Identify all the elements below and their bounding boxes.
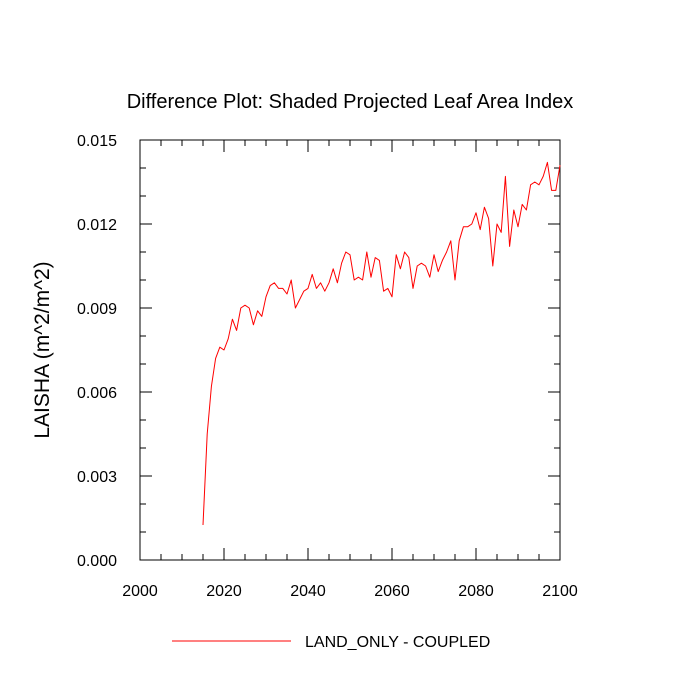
y-tick-label: 0.012 bbox=[77, 217, 117, 234]
y-tick-label: 0.000 bbox=[77, 553, 117, 570]
x-tick-label: 2100 bbox=[542, 583, 578, 600]
x-axis-tick-labels: 2000 2020 2040 2060 2080 2100 bbox=[122, 583, 578, 600]
plot-frame bbox=[139, 139, 561, 561]
y-axis-tick-labels: 0.000 0.003 0.006 0.009 0.012 0.015 bbox=[77, 133, 117, 570]
series-group bbox=[202, 161, 561, 526]
legend-label: LAND_ONLY - COUPLED bbox=[305, 634, 490, 651]
y-tick-label: 0.009 bbox=[77, 301, 117, 318]
axis-ticks bbox=[139, 139, 561, 561]
x-tick-label: 2020 bbox=[206, 583, 242, 600]
x-tick-label: 2000 bbox=[122, 583, 158, 600]
y-tick-label: 0.006 bbox=[77, 385, 117, 402]
legend: LAND_ONLY - COUPLED bbox=[172, 634, 490, 651]
x-tick-label: 2080 bbox=[458, 583, 494, 600]
x-tick-label: 2060 bbox=[374, 583, 410, 600]
y-tick-label: 0.003 bbox=[77, 469, 117, 486]
y-axis-label: LAISHA (m^2/m^2) bbox=[31, 261, 54, 438]
chart-title: Difference Plot: Shaded Projected Leaf A… bbox=[127, 91, 574, 113]
series-line bbox=[202, 161, 561, 526]
plot-area bbox=[139, 139, 561, 561]
x-tick-label: 2040 bbox=[290, 583, 326, 600]
y-tick-label: 0.015 bbox=[77, 133, 117, 150]
